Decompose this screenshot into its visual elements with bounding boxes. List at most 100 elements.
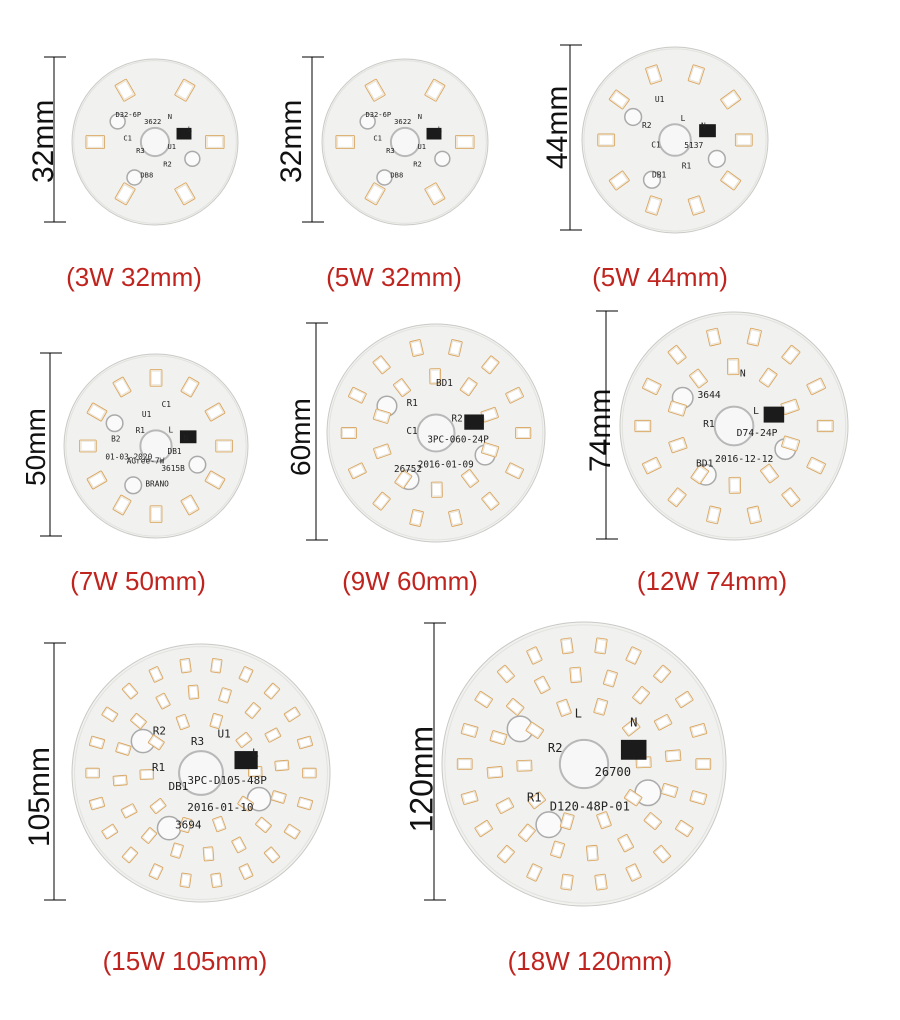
board-caption: (9W 60mm)	[342, 566, 478, 596]
led-chip	[667, 400, 687, 417]
led-chip	[720, 89, 742, 110]
silkscreen-label: C1	[162, 400, 172, 409]
led-chip	[364, 182, 386, 206]
silkscreen-label: DB1	[168, 447, 182, 456]
led-chip	[505, 386, 524, 404]
silkscreen-label: BD1	[696, 459, 714, 470]
led-chip	[141, 827, 158, 844]
led-chip	[101, 823, 119, 840]
led-chip	[459, 377, 478, 397]
driver-ic	[179, 430, 197, 444]
led-chip	[617, 833, 634, 853]
led-chip	[560, 637, 574, 655]
led-chip	[559, 812, 575, 830]
silkscreen-label: U1	[142, 410, 152, 419]
led-chip	[706, 327, 722, 347]
silkscreen-label: R2	[548, 741, 563, 755]
silkscreen-label: L	[575, 707, 582, 721]
silkscreen-label: D32-6P	[365, 110, 391, 119]
silkscreen-label: C1	[373, 134, 382, 143]
driver-ic	[426, 127, 442, 140]
led-chip	[430, 481, 443, 498]
silkscreen-label: D120-48P-01	[550, 800, 630, 814]
led-chip	[372, 355, 391, 375]
led-chip	[594, 637, 608, 655]
silkscreen-label: L	[681, 114, 686, 123]
led-chip	[593, 698, 609, 716]
silkscreen-label: R1	[527, 791, 542, 805]
led-chip	[497, 664, 515, 684]
led-chip	[602, 669, 618, 688]
silkscreen-label: C1	[651, 141, 661, 150]
led-chip	[205, 134, 225, 150]
led-chip	[525, 721, 544, 739]
led-chip	[340, 427, 357, 439]
led-chip	[667, 487, 687, 508]
silkscreen-label: N	[418, 112, 422, 121]
led-chip	[645, 64, 663, 85]
led-chip	[101, 706, 119, 723]
led-chip	[720, 170, 742, 191]
led-chip	[88, 796, 106, 811]
led-chip	[596, 811, 612, 830]
led-chip	[728, 476, 742, 494]
led-chip	[781, 487, 801, 508]
led-chip	[112, 376, 132, 398]
led-chip	[179, 816, 193, 834]
led-chip	[506, 698, 525, 716]
silkscreen-label: 3PC-D105-48P	[187, 774, 267, 787]
led-chip	[534, 675, 551, 695]
led-chip	[632, 686, 650, 705]
led-chip	[781, 344, 801, 365]
silkscreen-label: 3622	[394, 117, 411, 126]
led-chip	[372, 408, 391, 424]
mount-pad	[376, 169, 393, 186]
mount-pad	[434, 150, 451, 168]
led-chip	[175, 713, 190, 731]
silkscreen-label: N	[168, 112, 172, 121]
board-caption: (5W 32mm)	[326, 262, 462, 292]
led-chip	[746, 505, 762, 525]
led-chip	[210, 658, 223, 674]
silkscreen-label: R2	[163, 159, 172, 168]
led-chip	[781, 435, 801, 452]
led-chip	[348, 462, 367, 480]
silkscreen-label: B2	[111, 434, 121, 443]
center-hole	[139, 429, 173, 463]
board-caption: (18W 120mm)	[507, 946, 673, 976]
led-chip	[202, 846, 215, 862]
dimension-line	[306, 322, 328, 541]
led-chip	[209, 712, 223, 730]
led-chip	[690, 464, 710, 485]
led-chip	[706, 505, 722, 525]
silkscreen-label: R3	[136, 146, 145, 155]
led-chip	[806, 456, 826, 475]
led-chip	[121, 682, 139, 700]
silkscreen-label: N	[184, 434, 189, 443]
mount-pad	[109, 113, 126, 130]
silkscreen-label: 5137	[684, 141, 703, 150]
led-chip	[86, 402, 108, 422]
led-chip	[816, 419, 834, 433]
silkscreen-label: R1	[682, 161, 692, 170]
led-chip	[296, 796, 314, 811]
center-hole	[389, 126, 421, 158]
led-chip	[667, 344, 687, 365]
silkscreen-label: DB1	[652, 171, 667, 180]
led-chip	[461, 469, 479, 488]
led-chip	[212, 815, 227, 833]
led-chip	[625, 646, 642, 665]
led-chip	[296, 735, 314, 750]
silkscreen-label: 3622	[144, 117, 161, 126]
silkscreen-label: L	[753, 406, 759, 417]
led-chip	[155, 692, 171, 710]
led-chip	[204, 402, 226, 422]
led-chip	[393, 378, 411, 397]
led-chip	[760, 463, 779, 484]
silkscreen-label: DB1	[168, 780, 188, 793]
silkscreen-label: BD1	[436, 378, 453, 389]
led-chip	[460, 723, 479, 738]
led-chip	[505, 462, 524, 480]
led-chip	[653, 714, 673, 731]
